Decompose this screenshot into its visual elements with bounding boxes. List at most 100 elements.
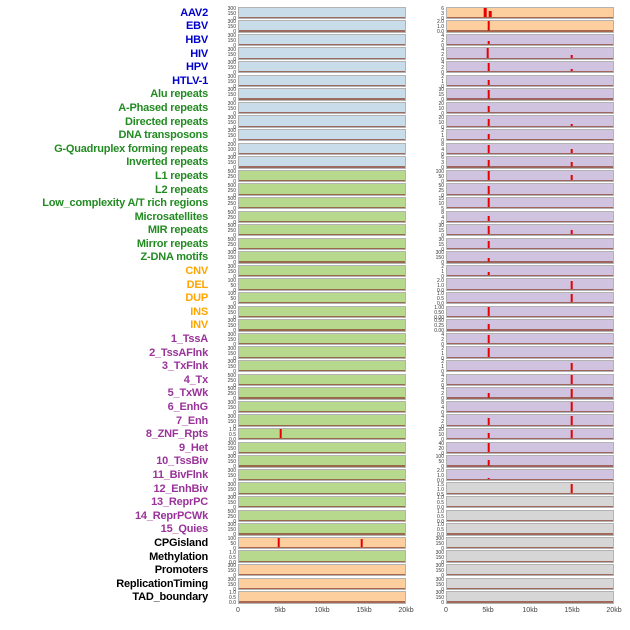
signal-spike [487,170,490,181]
y-axis-ticks-left: 300 150 0 [214,74,238,89]
track-panel-left [238,387,406,400]
signal-spike [487,392,490,398]
y-axis-ticks-left: 300 150 0 [214,455,238,470]
y-tick-label: 500 [227,196,236,203]
track-row: 9_Het 300 150 0 40 20 0 [4,441,630,456]
y-axis-ticks-left: 300 150 0 [214,101,238,116]
track-panel-right [446,455,614,468]
y-tick-label: 0 [441,138,444,145]
track-panel-left [238,550,406,563]
track-label: G-Quadruplex forming repeats [54,142,208,155]
track-label: ReplicationTiming [116,577,208,590]
track-panel-right [446,210,614,223]
y-axis-ticks-left: 1.0 0.5 0.0 [214,428,238,444]
y-tick-label: 1.0 [437,291,444,298]
y-tick-label: 0 [441,233,444,240]
y-axis-ticks-right: 1.00 0.50 0.00 [422,305,446,320]
y-axis-ticks-left: 500 250 0 [214,509,238,524]
y-tick-label: 0 [233,165,236,172]
track-label: Methylation [149,550,208,563]
right-panel-group: 300 150 0 [422,577,614,593]
y-tick-label: 300 [227,46,236,53]
y-tick-label: 0.5 [229,432,236,439]
signal-spike [279,429,282,439]
y-tick-label: 150 [227,269,236,276]
track-label: 10_TssBiv [156,455,208,468]
y-tick-label: 150 [227,92,236,99]
y-tick-label: 150 [435,581,444,588]
track-panel-left [238,455,406,468]
y-tick-label: 4 [441,146,444,153]
y-tick-label: 150 [227,405,236,411]
left-panel-group: 300 150 0 [214,46,406,62]
y-tick-label: 0 [441,586,444,593]
left-panel-group: 100 50 0 [214,291,406,307]
y-tick-label: 0 [233,233,236,240]
y-axis-ticks-right: 50 25 0 [422,183,446,198]
signal-spike [570,123,573,126]
left-panel-group: 500 250 0 [214,168,406,184]
y-tick-label: 150 [227,418,236,425]
y-axis-ticks-left: 500 250 0 [214,373,238,388]
right-panel-group: 1.00 0.50 0.00 [422,305,614,320]
y-axis-ticks-left: 300 150 0 [214,46,238,62]
y-axis-ticks-left: 300 150 0 [214,360,238,375]
right-panel-group: 20 10 0 [422,428,614,443]
y-tick-label: 0 [233,477,236,484]
y-tick-label: 0 [441,410,444,416]
y-tick-label: 3 [441,10,444,17]
y-tick-label: 300 [227,522,236,529]
y-axis-ticks-left: 500 250 0 [214,196,238,212]
track-panel-right [446,305,614,319]
signal-spike [487,63,490,72]
y-axis-ticks-right: 1.5 1.0 0.5 [422,482,446,497]
track-panel-left [238,414,406,427]
y-axis-ticks-right: 1.0 0.5 0.0 [422,509,446,524]
track-panel-left [238,332,406,346]
track-label: 7_Enh [175,414,208,427]
y-tick-label: 1.0 [437,495,444,502]
y-tick-label: 0 [233,70,236,77]
track-row: DEL 100 50 0 2.0 1.0 0.0 [4,278,630,293]
y-tick-label: 1.0 [437,522,444,529]
y-tick-label: 0.5 [437,296,444,303]
y-tick-label: 1.0 [229,590,236,597]
track-row: Z-DNA motifs 300 150 0 300 150 0 [4,251,630,266]
y-tick-label: 150 [227,323,236,330]
right-panel-group: 30 15 0 [422,237,614,252]
y-tick-label: 0 [233,328,236,335]
y-axis-ticks-left: 300 150 0 [214,129,238,144]
y-tick-label: 0.0 [437,301,444,308]
left-panel-group: 300 150 0 [214,129,406,144]
left-panel-group: 300 150 0 [214,522,406,538]
y-axis-ticks-left: 100 50 0 [214,278,238,293]
track-row: Promoters 300 150 0 300 150 0 [4,563,630,579]
y-tick-label: 0 [441,56,444,63]
y-axis-ticks-left: 500 250 0 [214,237,238,252]
track-row: 12_EnhBiv 300 150 0 1.5 1.0 0.5 [4,482,630,497]
y-tick-label: 500 [227,168,236,175]
left-panel-group: 300 150 0 [214,6,406,21]
track-row: 13_ReprPC 300 150 0 1.0 0.5 0.0 [4,495,630,511]
y-tick-label: 4 [441,413,444,420]
track-row: MIR repeats 500 250 0 30 15 0 [4,223,630,240]
y-tick-label: 1.0 [437,472,444,479]
right-panel-group: 300 150 0 [422,550,614,565]
y-tick-label: 30 [438,223,444,230]
y-tick-label: 15 [438,92,444,99]
y-tick-label: 8 [441,209,444,216]
left-panel-group: 1.0 0.5 0.0 [214,550,406,565]
y-tick-label: 0.0 [229,437,236,444]
left-panel-group: 300 150 0 [214,20,406,35]
track-row: ReplicationTiming 300 150 0 300 150 0 [4,577,630,593]
y-axis-ticks-right: 2.0 1.0 0.0 [422,20,446,35]
y-axis-ticks-left: 300 150 0 [214,564,238,579]
y-tick-label: 100 [227,291,236,298]
